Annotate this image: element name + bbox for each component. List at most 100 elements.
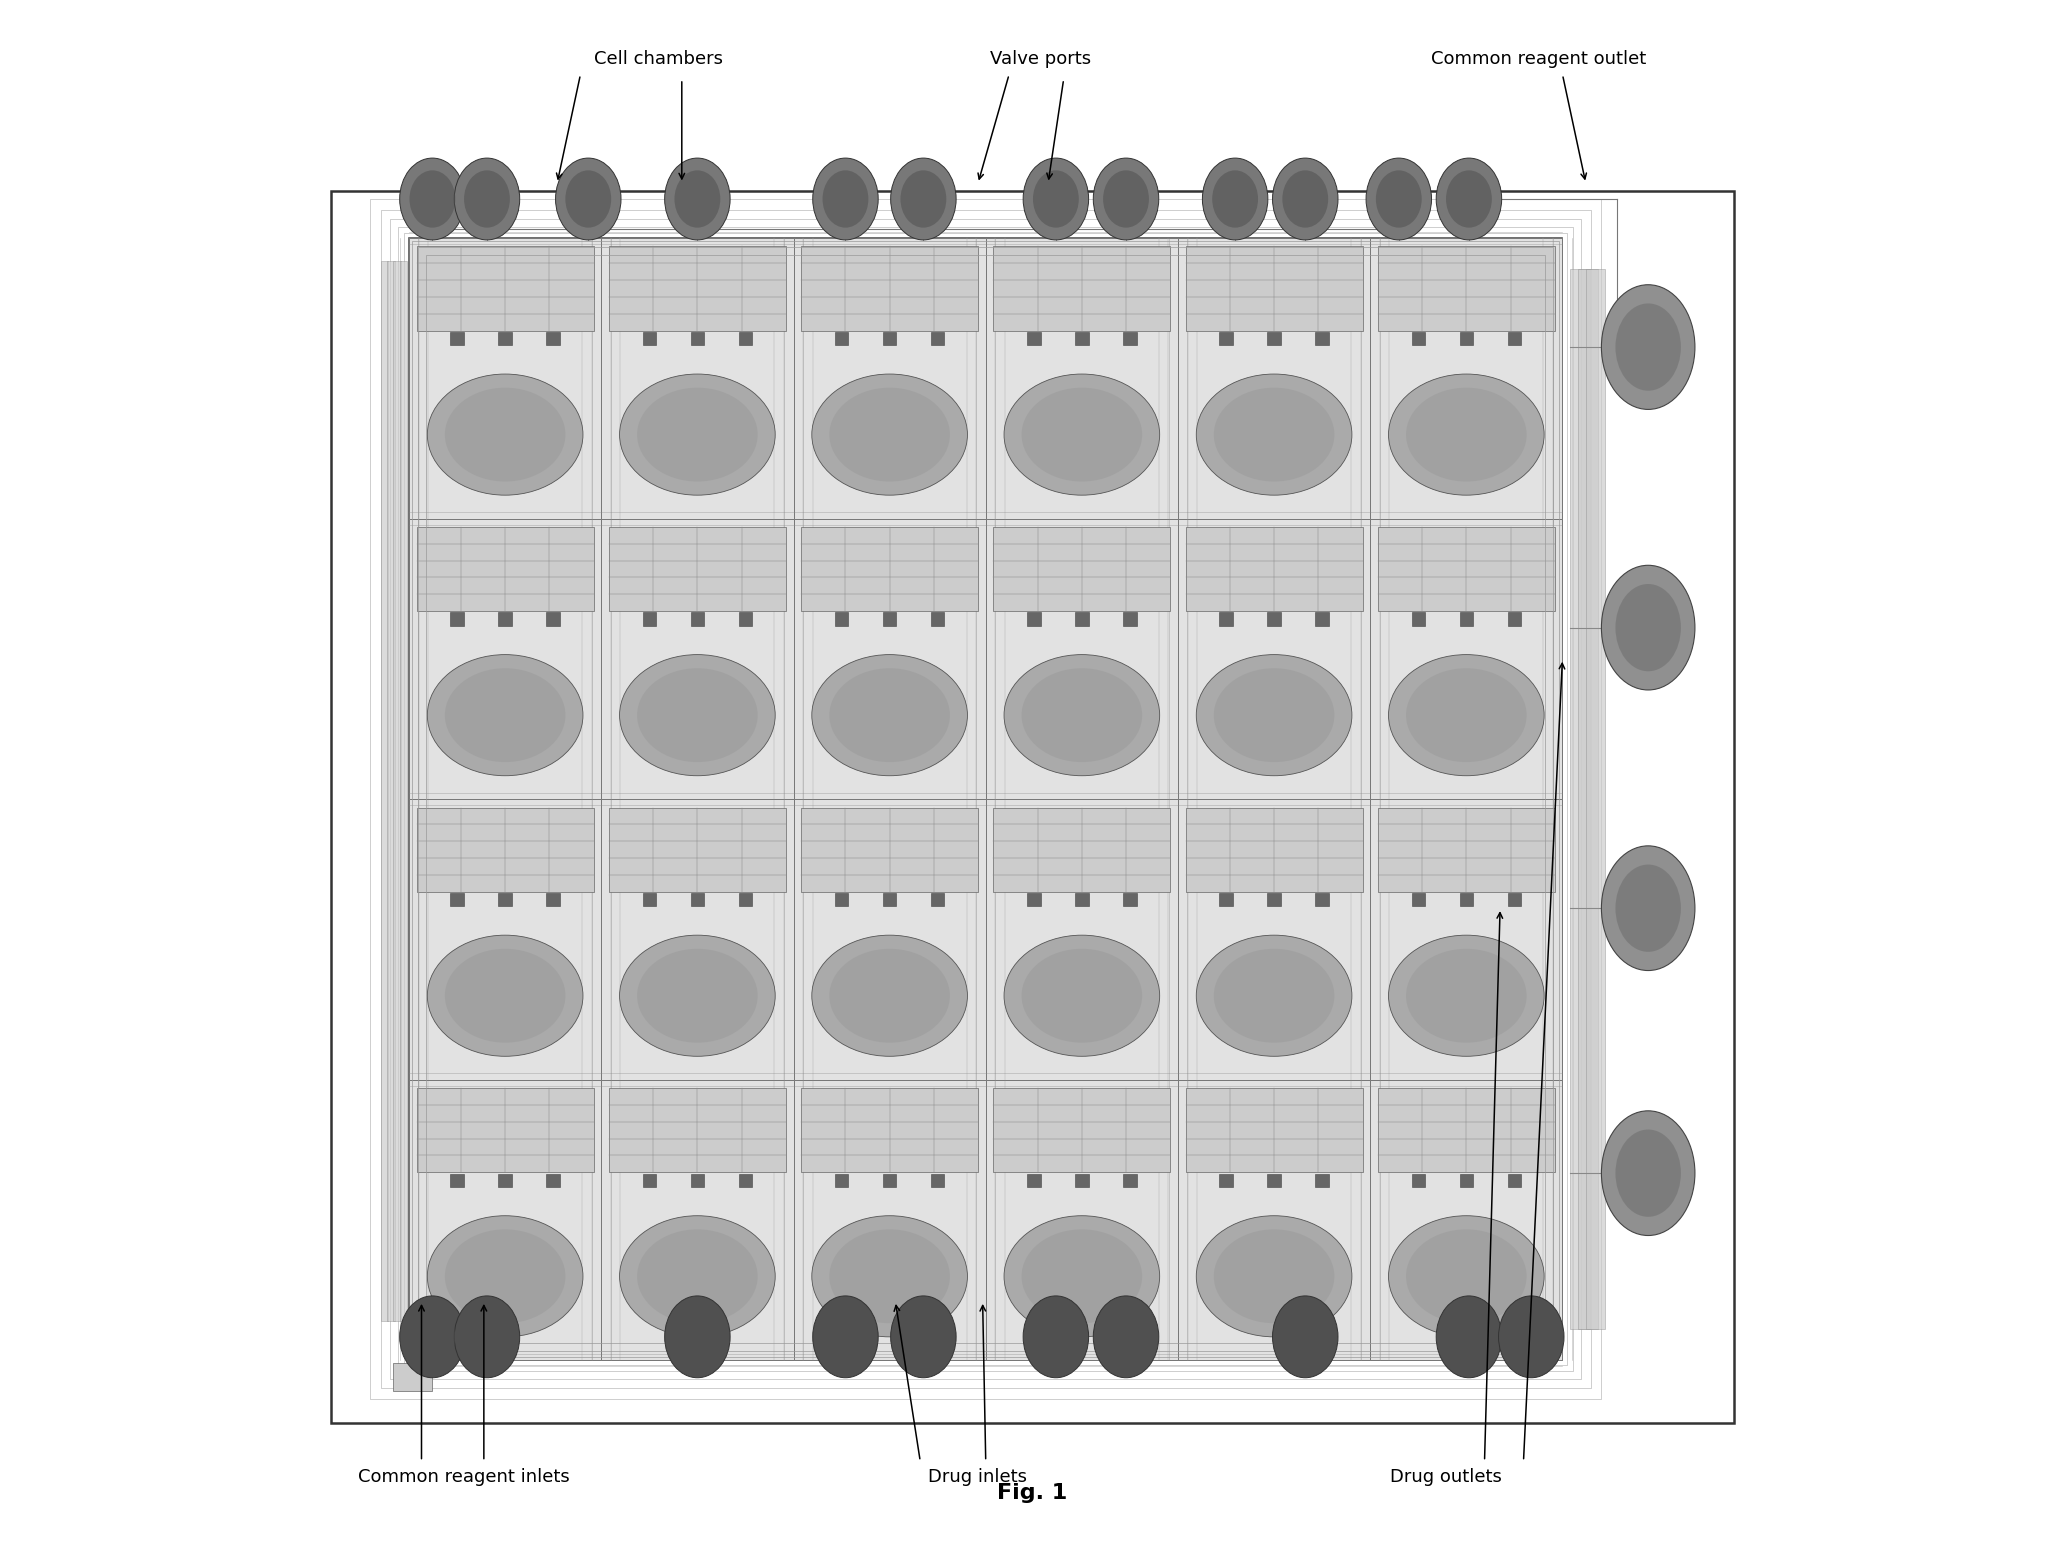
Bar — [1177, 799, 1371, 1080]
Bar — [498, 332, 512, 345]
Ellipse shape — [620, 655, 774, 776]
Ellipse shape — [1602, 1111, 1695, 1235]
Bar — [1412, 332, 1425, 345]
Ellipse shape — [1004, 935, 1161, 1056]
Bar — [884, 893, 896, 906]
Ellipse shape — [638, 948, 758, 1042]
Bar — [1185, 527, 1363, 611]
Ellipse shape — [427, 1216, 582, 1337]
Bar — [834, 1174, 849, 1188]
Ellipse shape — [1367, 158, 1431, 240]
Bar — [931, 613, 944, 625]
Bar — [1076, 332, 1088, 345]
Ellipse shape — [444, 948, 566, 1042]
Ellipse shape — [1282, 171, 1328, 227]
Ellipse shape — [1214, 1230, 1334, 1323]
Ellipse shape — [427, 655, 582, 776]
Bar — [793, 799, 985, 1080]
Ellipse shape — [401, 1296, 465, 1377]
Ellipse shape — [1375, 171, 1421, 227]
Bar — [1123, 332, 1136, 345]
Bar — [609, 807, 787, 892]
Bar — [547, 893, 560, 906]
Ellipse shape — [1004, 655, 1161, 776]
Ellipse shape — [409, 1308, 454, 1365]
Bar — [1026, 613, 1041, 625]
Ellipse shape — [675, 171, 721, 227]
Bar — [801, 246, 979, 331]
Bar — [330, 191, 1735, 1423]
Bar — [1026, 1174, 1041, 1188]
Bar — [417, 1087, 593, 1172]
Bar — [1377, 246, 1555, 331]
Bar — [985, 238, 1177, 519]
Bar — [1268, 1174, 1280, 1188]
Ellipse shape — [1022, 158, 1088, 240]
Ellipse shape — [555, 158, 622, 240]
Ellipse shape — [454, 158, 520, 240]
Bar — [690, 1174, 704, 1188]
Bar — [993, 1087, 1171, 1172]
Ellipse shape — [1022, 387, 1142, 481]
Ellipse shape — [814, 1296, 878, 1377]
Ellipse shape — [620, 935, 774, 1056]
Ellipse shape — [1103, 171, 1148, 227]
Bar — [370, 199, 1602, 1399]
Bar — [801, 1087, 979, 1172]
Ellipse shape — [620, 375, 774, 495]
Ellipse shape — [830, 668, 950, 762]
Bar — [1412, 893, 1425, 906]
Ellipse shape — [1032, 171, 1078, 227]
Bar — [931, 332, 944, 345]
Bar — [1185, 1087, 1363, 1172]
Bar — [793, 519, 985, 799]
Bar — [409, 238, 601, 519]
Bar — [498, 893, 512, 906]
Bar — [1586, 270, 1605, 1329]
Bar — [1026, 332, 1041, 345]
Bar — [409, 1080, 601, 1360]
Bar — [739, 893, 752, 906]
Bar — [401, 262, 407, 1321]
Ellipse shape — [638, 387, 758, 481]
Bar — [1377, 1087, 1555, 1172]
Bar — [1268, 893, 1280, 906]
Bar — [609, 246, 787, 331]
Ellipse shape — [1272, 1296, 1338, 1377]
Bar — [801, 807, 979, 892]
Bar — [1377, 527, 1555, 611]
Bar — [1460, 332, 1472, 345]
Bar — [1412, 613, 1425, 625]
Bar — [985, 799, 1177, 1080]
Bar — [985, 1080, 1177, 1360]
Ellipse shape — [1406, 387, 1526, 481]
Bar — [1076, 893, 1088, 906]
Bar — [884, 613, 896, 625]
Bar — [931, 893, 944, 906]
Ellipse shape — [890, 158, 956, 240]
Bar — [547, 613, 560, 625]
Bar — [1177, 1080, 1371, 1360]
Ellipse shape — [1032, 1308, 1078, 1365]
Text: Fig. 1: Fig. 1 — [997, 1482, 1068, 1503]
Ellipse shape — [1435, 158, 1501, 240]
Bar — [1218, 1174, 1233, 1188]
Ellipse shape — [812, 935, 966, 1056]
Ellipse shape — [830, 387, 950, 481]
Ellipse shape — [1214, 668, 1334, 762]
Bar — [601, 1080, 793, 1360]
Ellipse shape — [1092, 1296, 1158, 1377]
Bar — [609, 527, 787, 611]
Ellipse shape — [814, 158, 878, 240]
Bar — [834, 893, 849, 906]
Ellipse shape — [1214, 948, 1334, 1042]
Bar — [1578, 270, 1598, 1329]
Bar — [547, 1174, 560, 1188]
Bar — [1460, 613, 1472, 625]
Ellipse shape — [1004, 1216, 1161, 1337]
Bar — [425, 255, 1545, 1343]
Bar — [801, 527, 979, 611]
Ellipse shape — [822, 171, 869, 227]
Ellipse shape — [1022, 668, 1142, 762]
Bar — [690, 893, 704, 906]
